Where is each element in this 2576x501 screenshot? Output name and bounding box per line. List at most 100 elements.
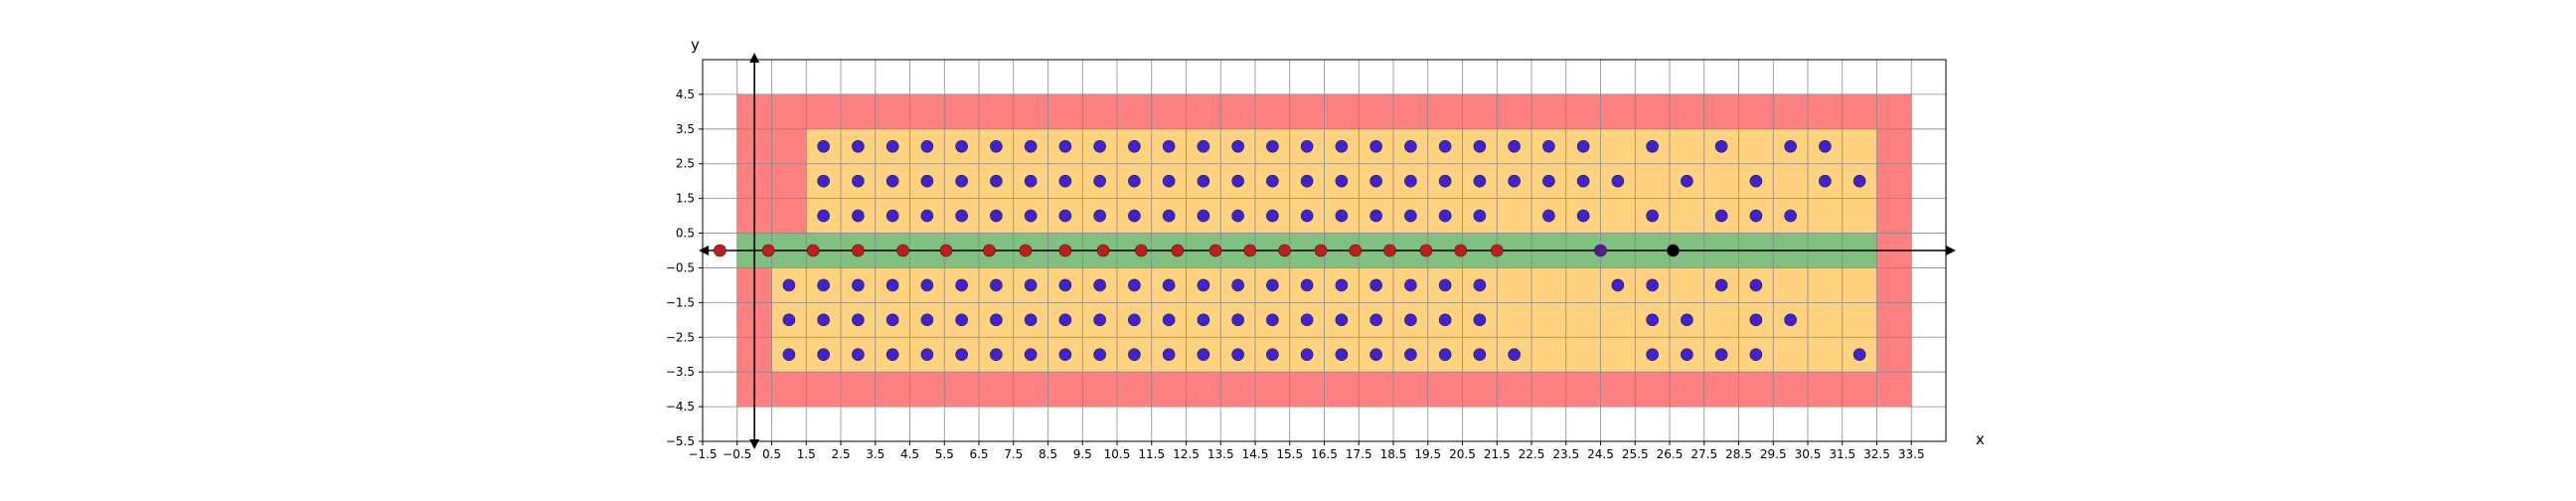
y-tick-label: 3.5 (676, 122, 695, 136)
blue-point (1542, 174, 1555, 188)
x-tick-label: 6.5 (969, 447, 988, 461)
blue-point (1473, 139, 1487, 153)
blue-point (1335, 139, 1349, 153)
blue-point (1576, 139, 1590, 153)
blue-point (1611, 174, 1625, 188)
blue-point (1542, 209, 1555, 223)
x-tick-label: 11.5 (1138, 447, 1165, 461)
x-tick-label: 18.5 (1380, 447, 1407, 461)
blue-point (1335, 174, 1349, 188)
red-point (1383, 244, 1396, 257)
blue-point (1024, 209, 1038, 223)
blue-point (1646, 139, 1659, 153)
blue-point (1749, 278, 1763, 292)
x-tick-label: 28.5 (1725, 447, 1752, 461)
blue-point (1646, 209, 1659, 223)
blue-point (920, 209, 934, 223)
blue-point (852, 209, 865, 223)
blue-point (852, 139, 865, 153)
blue-point (1646, 348, 1659, 362)
blue-point (1473, 174, 1487, 188)
blue-point (817, 313, 830, 327)
blue-point (1508, 348, 1521, 362)
blue-point (955, 139, 968, 153)
blue-point (1231, 348, 1244, 362)
blue-point (1681, 313, 1693, 327)
blue-point (852, 348, 865, 362)
y-tick-label: −3.5 (666, 365, 695, 379)
x-tick-label: 16.5 (1311, 447, 1338, 461)
blue-point (1197, 313, 1210, 327)
blue-point (852, 313, 865, 327)
blue-point (1300, 348, 1314, 362)
blue-point (1576, 174, 1590, 188)
x-tick-label: 21.5 (1484, 447, 1511, 461)
blue-point (920, 174, 934, 188)
blue-point (1058, 174, 1072, 188)
x-tick-label: 17.5 (1346, 447, 1372, 461)
blue-point (1300, 174, 1314, 188)
blue-point (1162, 278, 1176, 292)
blue-point (1058, 139, 1072, 153)
blue-point (1473, 209, 1487, 223)
blue-point (1197, 348, 1210, 362)
blue-point (1231, 174, 1244, 188)
blue-point (1093, 278, 1106, 292)
blue-point (1369, 174, 1382, 188)
blue-point (1128, 209, 1141, 223)
blue-point (1438, 174, 1452, 188)
blue-point (1024, 174, 1038, 188)
blue-point (1335, 348, 1349, 362)
blue-point (817, 139, 830, 153)
y-tick-label: 0.5 (676, 227, 695, 241)
blue-point (886, 348, 899, 362)
blue-point (1300, 139, 1314, 153)
x-tick-label: 3.5 (866, 447, 885, 461)
red-point (939, 244, 953, 257)
x-tick-label: 26.5 (1657, 447, 1684, 461)
blue-point (1197, 174, 1210, 188)
x-axis-arrow-left (699, 246, 709, 255)
x-tick-label: 7.5 (1004, 447, 1023, 461)
blue-point (1473, 348, 1487, 362)
blue-point (1231, 313, 1244, 327)
x-tick-label: 32.5 (1863, 447, 1890, 461)
blue-point (1369, 278, 1382, 292)
red-point (1349, 244, 1363, 257)
x-tick-label: 33.5 (1898, 447, 1925, 461)
blue-point (1197, 209, 1210, 223)
x-tick-label: 12.5 (1173, 447, 1200, 461)
blue-point (1473, 313, 1487, 327)
blue-point (1438, 313, 1452, 327)
blue-point (782, 278, 796, 292)
blue-point (1819, 174, 1832, 188)
blue-point (1266, 278, 1279, 292)
y-tick-label: −1.5 (666, 295, 695, 309)
blue-point (1335, 313, 1349, 327)
blue-point (955, 348, 968, 362)
blue-point (1162, 139, 1176, 153)
blue-point (1128, 278, 1141, 292)
blue-point (1231, 278, 1244, 292)
blue-point (1231, 209, 1244, 223)
blue-point (1024, 348, 1038, 362)
blue-point (1369, 209, 1382, 223)
blue-point (1646, 313, 1659, 327)
blue-point (1404, 174, 1417, 188)
blue-point (1749, 209, 1763, 223)
blue-point (955, 209, 968, 223)
red-point (1419, 244, 1433, 257)
x-tick-label: 5.5 (935, 447, 954, 461)
blue-point (817, 174, 830, 188)
blue-point (1438, 139, 1452, 153)
y-tick-label: 4.5 (676, 87, 695, 101)
blue-point (1404, 313, 1417, 327)
data-points (714, 139, 1866, 362)
blue-point (990, 209, 1003, 223)
blue-point (1300, 278, 1314, 292)
blue-point (1300, 209, 1314, 223)
blue-point (1093, 348, 1106, 362)
blue-point (1784, 209, 1797, 223)
x-tick-label: 4.5 (900, 447, 919, 461)
blue-point (1266, 348, 1279, 362)
